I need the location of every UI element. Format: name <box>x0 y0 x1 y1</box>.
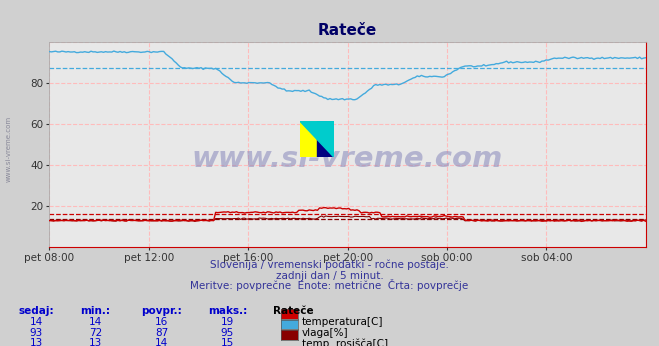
Text: maks.:: maks.: <box>208 306 247 316</box>
Text: 93: 93 <box>30 328 43 338</box>
Text: www.si-vreme.com: www.si-vreme.com <box>192 145 503 173</box>
Text: sedaj:: sedaj: <box>18 306 54 316</box>
Text: 14: 14 <box>30 317 43 327</box>
Title: Rateče: Rateče <box>318 22 377 38</box>
Text: 13: 13 <box>89 338 102 346</box>
Text: Rateče: Rateče <box>273 306 314 316</box>
Text: 16: 16 <box>155 317 168 327</box>
Text: temperatura[C]: temperatura[C] <box>302 317 384 327</box>
Text: 14: 14 <box>155 338 168 346</box>
Text: 95: 95 <box>221 328 234 338</box>
Text: 72: 72 <box>89 328 102 338</box>
Text: min.:: min.: <box>80 306 111 316</box>
Text: 14: 14 <box>89 317 102 327</box>
Text: www.si-vreme.com: www.si-vreme.com <box>5 116 11 182</box>
Text: 15: 15 <box>221 338 234 346</box>
Bar <box>300 121 317 157</box>
Text: povpr.:: povpr.: <box>141 306 182 316</box>
Text: zadnji dan / 5 minut.: zadnji dan / 5 minut. <box>275 271 384 281</box>
Polygon shape <box>300 121 334 157</box>
Text: 13: 13 <box>30 338 43 346</box>
Text: Meritve: povprečne  Enote: metrične  Črta: povprečje: Meritve: povprečne Enote: metrične Črta:… <box>190 279 469 291</box>
Text: 87: 87 <box>155 328 168 338</box>
Bar <box>317 121 334 157</box>
Text: vlaga[%]: vlaga[%] <box>302 328 349 338</box>
Text: Slovenija / vremenski podatki - ročne postaje.: Slovenija / vremenski podatki - ročne po… <box>210 260 449 270</box>
Text: temp. rosišča[C]: temp. rosišča[C] <box>302 338 388 346</box>
Text: 19: 19 <box>221 317 234 327</box>
